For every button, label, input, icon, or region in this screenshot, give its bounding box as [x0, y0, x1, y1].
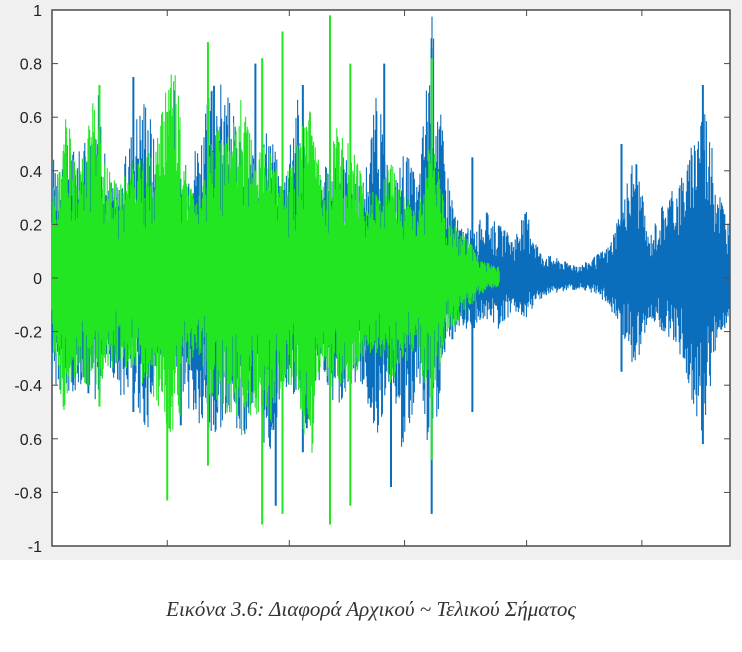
y-tick-label: -0.8 [14, 485, 42, 502]
y-tick-label: 0.4 [20, 164, 42, 181]
y-tick-label: -0.4 [14, 378, 42, 395]
y-tick-label: 0.2 [20, 217, 42, 234]
figure-caption: Εικόνα 3.6: Διαφορά Αρχικού ~ Τελικού Σή… [166, 597, 576, 621]
y-tick-label: 0.8 [20, 57, 42, 74]
y-tick-label: 0.6 [20, 432, 42, 449]
y-tick-label: -0.2 [14, 325, 42, 342]
y-tick-label: 0 [33, 271, 42, 288]
y-tick-label: 1 [33, 3, 42, 20]
y-tick-label: -1 [28, 539, 42, 556]
figure-background: 1 0.8 0.6 0.4 0.2 0 -0.2 -0.4 0.6 -0.8 -1 [0, 0, 742, 560]
y-axis-tick-labels: 1 0.8 0.6 0.4 0.2 0 -0.2 -0.4 0.6 -0.8 -1 [14, 3, 730, 556]
x-axis-tick-marks [166, 10, 643, 546]
waveform-chart: 1 0.8 0.6 0.4 0.2 0 -0.2 -0.4 0.6 -0.8 -1 [14, 3, 731, 556]
y-tick-label: 0.6 [20, 110, 42, 127]
green-series [51, 15, 500, 525]
